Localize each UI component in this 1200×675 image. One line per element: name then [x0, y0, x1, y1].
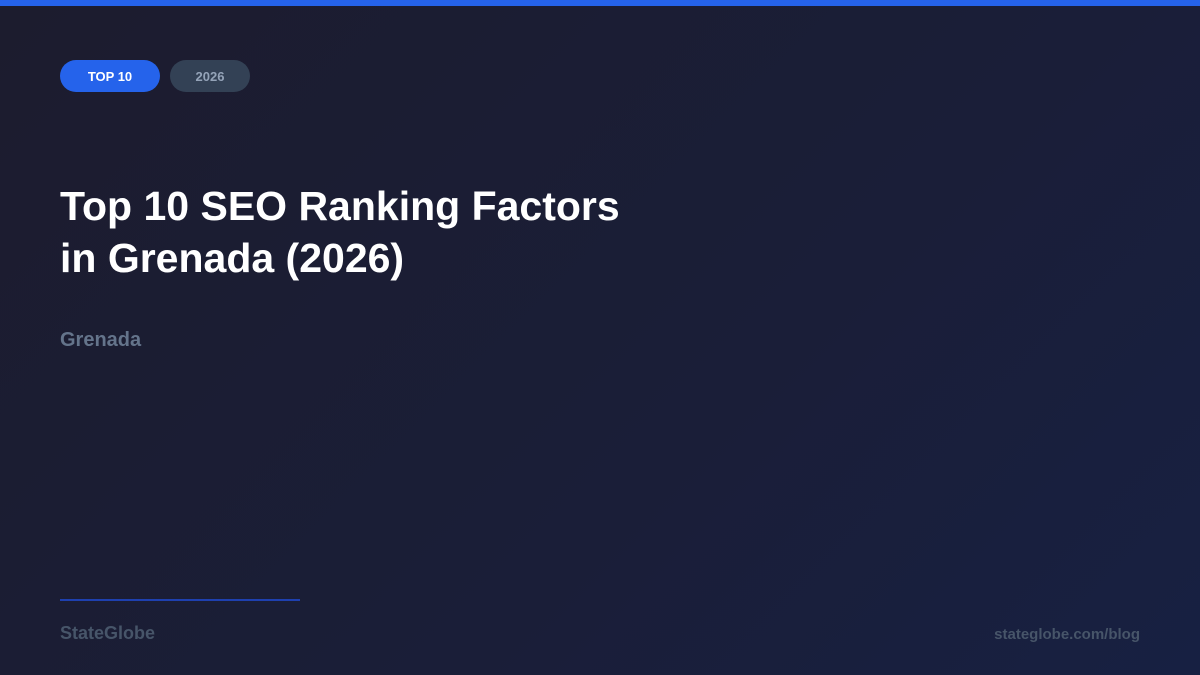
blog-url: stateglobe.com/blog [994, 626, 1140, 643]
badge-group: TOP 10 2026 [60, 60, 250, 92]
top10-badge: TOP 10 [60, 60, 160, 92]
top-accent-bar [0, 0, 1200, 6]
year-badge: 2026 [170, 60, 250, 92]
title-line-2: in Grenada (2026) [60, 235, 405, 281]
title-line-1: Top 10 SEO Ranking Factors [60, 183, 620, 229]
divider [60, 599, 300, 601]
brand-name: StateGlobe [60, 623, 156, 643]
page-title: Top 10 SEO Ranking Factors in Grenada (2… [60, 180, 760, 284]
subtitle: Grenada [60, 329, 142, 351]
